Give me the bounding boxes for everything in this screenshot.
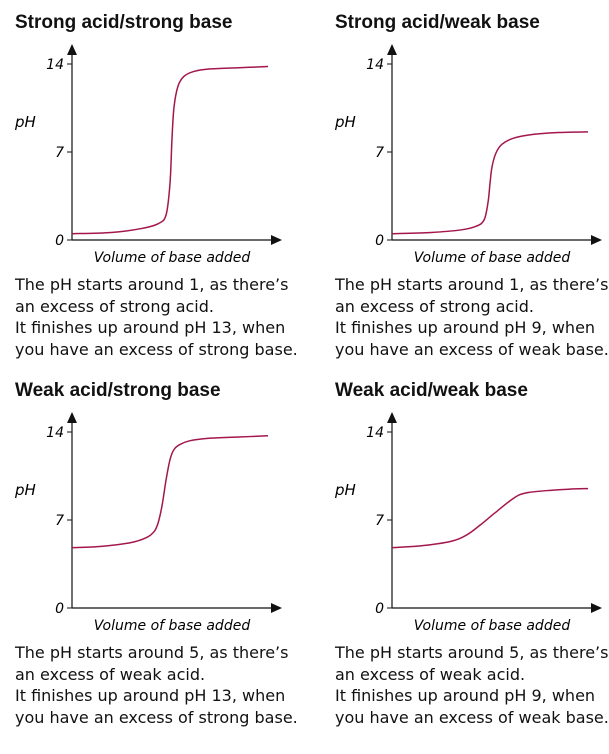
- x-axis-label: Volume of base added: [94, 618, 251, 634]
- y-axis-arrow-icon: [67, 412, 77, 423]
- x-axis-arrow-icon: [271, 235, 282, 245]
- y-tick-label: 0: [375, 601, 384, 617]
- y-tick-label: 14: [366, 57, 384, 73]
- y-tick-label: 0: [55, 601, 64, 617]
- description-line: The pH starts around 1, as there’s: [335, 275, 609, 294]
- chart-svg: 0 7 14 pH Volume of base added: [334, 412, 602, 634]
- chart-svg: 0 7 14 pH Volume of base added: [14, 412, 282, 634]
- chart-description: The pH starts around 1, as there’s an exc…: [15, 274, 315, 360]
- description-line: It finishes up around pH 13, when: [15, 318, 286, 337]
- description-line: It finishes up around pH 13, when: [15, 686, 286, 705]
- chart-panel: Weak acid/strong base 0 7 14 pH Volume of ba…: [14, 380, 315, 750]
- y-axis-label: pH: [334, 481, 356, 499]
- titration-curve: [391, 487, 589, 549]
- y-tick-label: 7: [55, 145, 64, 161]
- x-axis-arrow-icon: [591, 603, 602, 613]
- chart-panel: Strong acid/weak base 0 7 14 pH Volume of ba…: [334, 12, 609, 382]
- chart-description: The pH starts around 1, as there’s an exc…: [335, 274, 609, 360]
- chart-description: The pH starts around 5, as there’s an exc…: [15, 642, 315, 728]
- chart-svg: 0 7 14 pH Volume of base added: [334, 44, 602, 266]
- chart-panel: Strong acid/strong base 0 7 14 pH Volume of …: [14, 12, 315, 382]
- x-axis-arrow-icon: [591, 235, 602, 245]
- y-tick-label: 7: [55, 513, 64, 529]
- y-tick-label: 7: [375, 145, 384, 161]
- description-line: The pH starts around 1, as there’s: [15, 275, 289, 294]
- y-axis-label: pH: [334, 113, 356, 131]
- chart-panel: Weak acid/weak base 0 7 14 pH Volume of base…: [334, 380, 609, 750]
- chart-title: Weak acid/weak base: [335, 380, 528, 401]
- y-axis-arrow-icon: [387, 412, 397, 423]
- description-line: It finishes up around pH 9, when: [335, 318, 596, 337]
- description-line: It finishes up around pH 9, when: [335, 686, 596, 705]
- x-axis-arrow-icon: [271, 603, 282, 613]
- y-axis-label: pH: [14, 481, 36, 499]
- description-line: The pH starts around 5, as there’s: [335, 643, 609, 662]
- y-tick-label: 0: [55, 233, 64, 249]
- chart-svg: 0 7 14 pH Volume of base added: [14, 44, 282, 266]
- chart-title: Weak acid/strong base: [15, 380, 221, 401]
- y-tick-label: 7: [375, 513, 384, 529]
- y-tick-label: 14: [366, 425, 384, 441]
- x-axis-label: Volume of base added: [94, 250, 251, 266]
- y-tick-label: 14: [46, 425, 64, 441]
- y-axis-arrow-icon: [387, 44, 397, 55]
- description-line: you have an excess of strong base.: [15, 339, 298, 359]
- chart-description: The pH starts around 5, as there’s an exc…: [335, 642, 609, 728]
- description-line: an excess of strong acid.: [15, 296, 214, 316]
- description-line: you have an excess of weak base.: [335, 339, 609, 359]
- description-line: an excess of weak acid.: [335, 664, 526, 684]
- description-line: an excess of weak acid.: [15, 664, 206, 684]
- chart-title: Strong acid/strong base: [15, 12, 233, 33]
- description-line: an excess of strong acid.: [335, 296, 534, 316]
- description-line: The pH starts around 5, as there’s: [15, 643, 289, 662]
- x-axis-label: Volume of base added: [414, 250, 571, 266]
- titration-curve: [391, 131, 589, 235]
- titration-curve: [71, 435, 269, 549]
- description-line: you have an excess of strong base.: [15, 707, 298, 727]
- y-tick-label: 0: [375, 233, 384, 249]
- description-line: you have an excess of weak base.: [335, 707, 609, 727]
- titration-curve: [71, 65, 269, 235]
- y-axis-label: pH: [14, 113, 36, 131]
- y-tick-label: 14: [46, 57, 64, 73]
- chart-title: Strong acid/weak base: [335, 12, 540, 33]
- x-axis-label: Volume of base added: [414, 618, 571, 634]
- y-axis-arrow-icon: [67, 44, 77, 55]
